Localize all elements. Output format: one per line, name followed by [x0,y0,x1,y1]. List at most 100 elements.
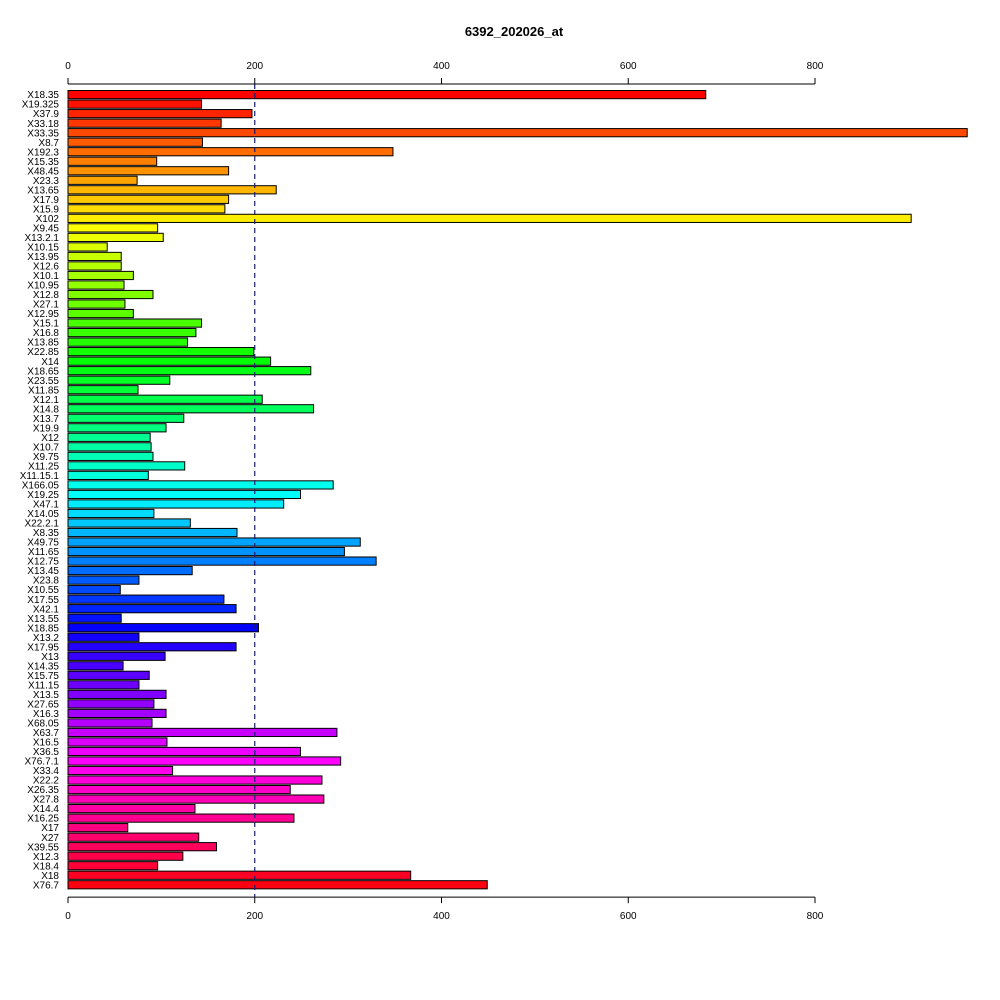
bar [67,451,154,461]
category-label: X19.325 [22,100,60,111]
category-label: X13 [41,652,59,663]
bar [67,813,295,823]
bottom-axis-tick-label: 400 [433,911,450,922]
category-label: X18.85 [27,623,59,634]
bars [67,90,968,890]
bar [67,613,122,623]
bar [67,527,238,538]
bar [67,775,323,785]
category-label: X12.75 [27,557,59,568]
bar [67,823,129,833]
category-label: X26.35 [27,785,59,796]
category-label: X19.9 [33,423,60,434]
bar [67,432,151,442]
bar [67,99,203,109]
category-label: X42.1 [33,604,60,615]
bar [67,308,134,319]
category-label: X10.7 [33,442,60,453]
category-label: X13.45 [27,566,59,577]
category-label: X15.1 [33,319,60,330]
bar [67,670,150,680]
category-label: X17.55 [27,595,59,606]
category-label: X33.4 [33,766,60,777]
category-label: X23.55 [27,376,59,387]
category-label: X27.8 [33,795,60,806]
axes: 0 200 400 600 800 0 200 400 600 800 [65,61,824,922]
bar [67,90,707,100]
bar [67,566,193,576]
bar [67,461,186,471]
category-label: X27 [41,833,59,844]
bar [67,546,345,557]
category-label: X16.3 [33,709,60,720]
bar [67,299,126,309]
bar [67,366,312,376]
category-label: X17 [41,823,59,834]
bar [67,470,149,480]
category-label: X16.5 [33,738,60,749]
bar [67,651,166,661]
bar [67,166,230,176]
category-label: X12.8 [33,290,60,301]
bar [67,556,377,566]
bar [67,356,272,366]
category-label: X10.1 [33,271,60,282]
bar [67,604,237,614]
bar [67,632,140,642]
category-label: X11.25 [28,461,59,472]
bar [67,851,184,861]
bar [67,861,159,871]
category-label: X37.9 [33,109,60,120]
bar [67,289,154,300]
bar [67,385,139,395]
bar [67,842,217,852]
bar [67,718,153,728]
category-label: X76.7 [33,880,60,891]
bar [67,128,968,138]
category-label: X18.35 [27,90,59,101]
category-label: X12.95 [27,309,59,320]
category-label: X76.7.1 [25,757,60,768]
bar [67,699,155,709]
bar [67,508,155,519]
category-label: X9.45 [33,223,60,234]
category-label: X18.65 [27,366,59,377]
bar [67,442,152,452]
bar [67,499,285,509]
category-label: X14 [41,357,59,368]
bar [67,423,167,433]
bottom-axis-tick-label: 600 [620,911,637,922]
category-label: X13.2 [33,633,60,644]
bar [67,328,197,338]
category-label: X48.45 [27,166,59,177]
bar [67,661,124,671]
category-label: X11.65 [28,547,59,558]
category-label: X166.05 [22,481,60,492]
category-label: X14.05 [27,509,59,520]
category-label: X10.15 [27,243,59,254]
top-axis-tick-label: 800 [807,61,824,72]
category-label: X12.1 [33,395,60,406]
bar [67,118,222,128]
top-axis-tick-label: 0 [65,61,71,72]
category-label: X14.4 [33,804,60,815]
category-label: X18.4 [33,861,60,872]
category-label: X12.6 [33,262,60,273]
bar [67,223,159,233]
category-label: X8.35 [33,528,60,539]
bar [67,156,158,166]
category-label: X10.95 [27,281,59,292]
category-label: X12.3 [33,852,60,863]
bar [67,394,263,404]
category-label: X13.55 [27,614,59,625]
bar [67,727,338,738]
category-label: X15.35 [27,157,59,168]
category-label: X23.8 [33,576,60,587]
bar [67,261,122,271]
category-label: X22.85 [27,347,59,358]
bar [67,185,277,195]
bar [67,708,167,718]
category-label: X17.95 [27,642,59,653]
bottom-axis-tick-label: 800 [807,911,824,922]
